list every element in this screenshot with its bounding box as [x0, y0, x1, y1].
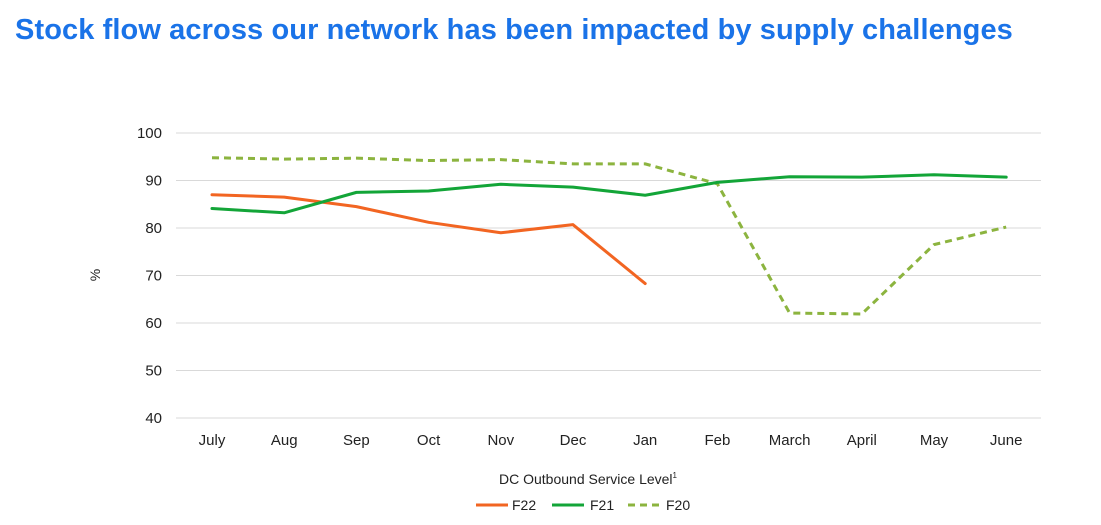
data-series [210, 156, 1008, 316]
x-tick-label: Feb [704, 432, 730, 449]
x-tick-label: Aug [271, 432, 298, 449]
legend: F22 F21 F20 [476, 497, 690, 513]
series-line-f21 [210, 173, 1008, 215]
x-tick-label: Oct [417, 432, 441, 449]
y-tick-label: 50 [145, 363, 162, 380]
x-tick-label: Jan [633, 432, 657, 449]
x-tick-label: June [990, 432, 1023, 449]
gridlines [176, 132, 1041, 419]
x-tick-label: Dec [560, 432, 587, 449]
y-axis-label: % [87, 269, 103, 281]
x-axis-label: DC Outbound Service Level1 [499, 471, 678, 487]
y-axis-ticks: 40 50 60 70 80 90 100 [137, 125, 162, 427]
x-tick-label: March [769, 432, 811, 449]
legend-label-f21: F21 [590, 497, 614, 513]
y-tick-label: 80 [145, 220, 162, 237]
y-tick-label: 40 [145, 410, 162, 427]
x-tick-label: May [920, 432, 949, 449]
y-tick-label: 90 [145, 173, 162, 190]
legend-label-f22: F22 [512, 497, 536, 513]
y-tick-label: 60 [145, 315, 162, 332]
x-tick-label: April [847, 432, 877, 449]
y-tick-label: 100 [137, 125, 162, 142]
x-tick-label: Nov [487, 432, 514, 449]
x-axis-label-text: DC Outbound Service Level [499, 471, 673, 487]
series-line-f22 [210, 193, 647, 286]
page-title: Stock flow across our network has been i… [15, 14, 1013, 46]
series-line-f20 [211, 156, 1007, 316]
x-axis-ticks: July Aug Sep Oct Nov Dec Jan Feb March April May Ju… [199, 432, 1023, 449]
x-tick-label: Sep [343, 432, 370, 449]
legend-label-f20: F20 [666, 497, 690, 513]
y-tick-label: 70 [145, 268, 162, 285]
x-axis-label-footnote: 1 [673, 471, 678, 480]
x-tick-label: July [199, 432, 226, 449]
